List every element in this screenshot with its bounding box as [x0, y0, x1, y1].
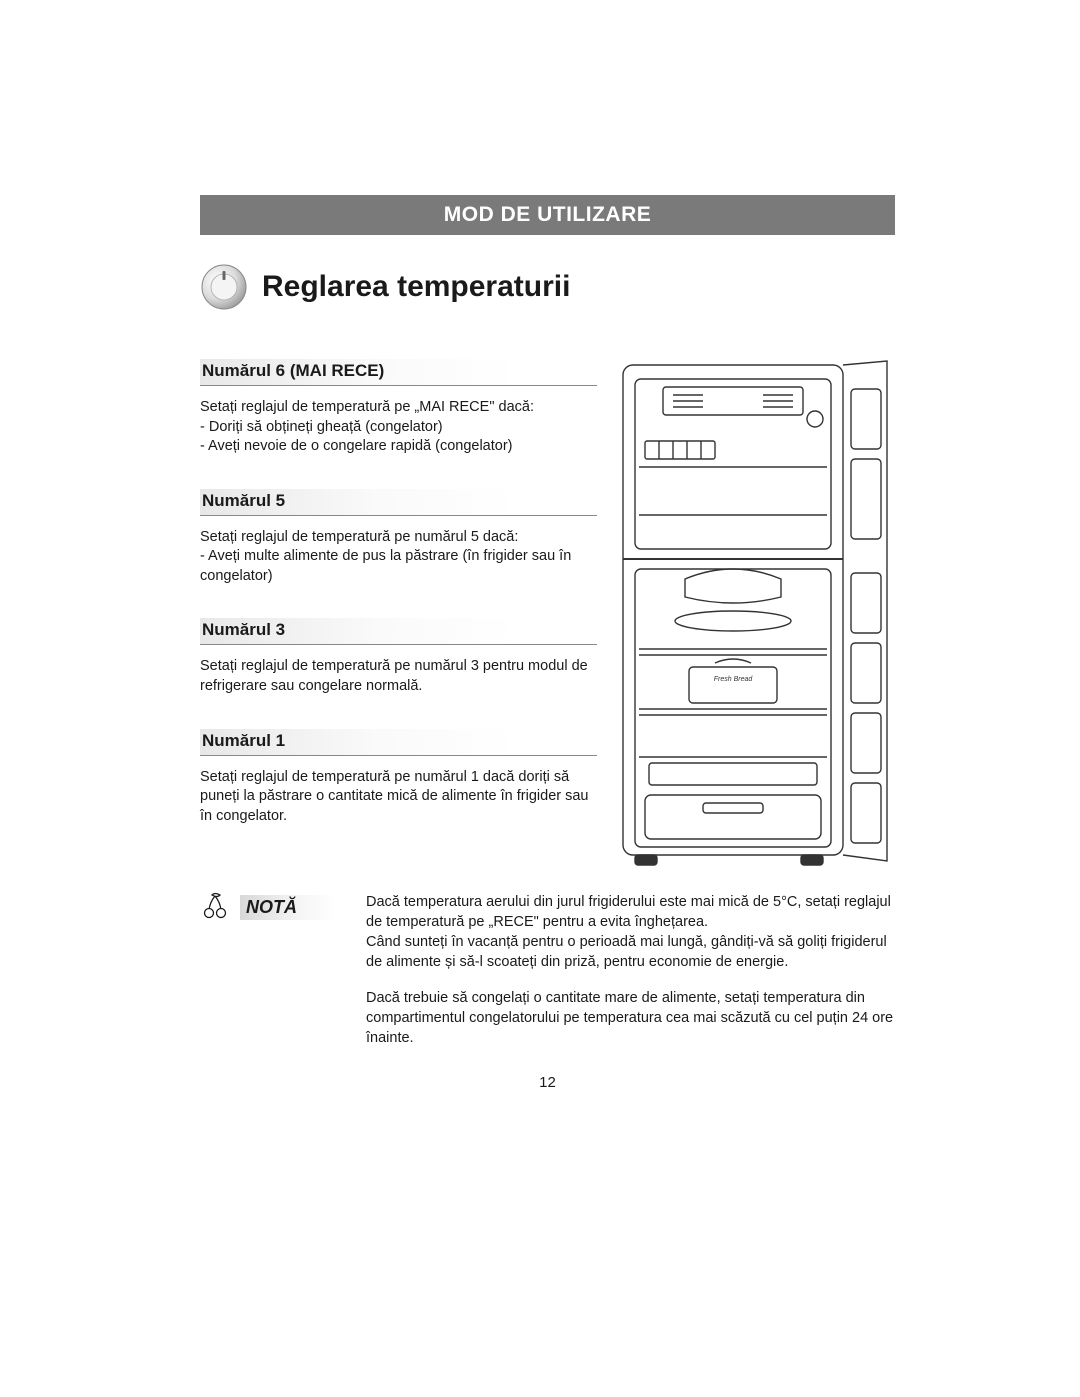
section-heading: Numărul 1: [200, 729, 597, 756]
section-3: Numărul 3 Setați reglajul de temperatură…: [200, 618, 597, 696]
refrigerator-illustration: Fresh Bread: [615, 359, 895, 869]
section-1: Numărul 1 Setați reglajul de temperatură…: [200, 729, 597, 827]
note-label: NOTĂ: [240, 895, 337, 920]
dial-icon: [200, 263, 248, 311]
section-5: Numărul 5 Setați reglajul de temperatură…: [200, 489, 597, 587]
note-body: Dacă temperatura aerului din jurul frigi…: [366, 892, 895, 1048]
section-body: Setați reglajul de temperatură pe număru…: [200, 768, 597, 827]
section-body: Setați reglajul de temperatură pe număru…: [200, 528, 597, 587]
section-6: Numărul 6 (MAI RECE) Setați reglajul de …: [200, 359, 597, 457]
note-paragraph: Dacă temperatura aerului din jurul frigi…: [366, 892, 895, 972]
cherry-icon: [200, 892, 230, 922]
section-heading: Numărul 3: [200, 618, 597, 645]
manual-page: MOD DE UTILIZARE Reglarea temperaturii N…: [0, 0, 1080, 1151]
content-row: Numărul 6 (MAI RECE) Setați reglajul de …: [200, 359, 895, 874]
illustration-column: Fresh Bread: [615, 359, 895, 874]
section-body: Setați reglajul de temperatură pe „MAI R…: [200, 398, 597, 457]
section-heading: Numărul 5: [200, 489, 597, 516]
page-number: 12: [200, 1074, 895, 1091]
svg-text:Fresh Bread: Fresh Bread: [714, 676, 754, 683]
note-row: NOTĂ Dacă temperatura aerului din jurul …: [200, 892, 895, 1048]
section-heading: Numărul 6 (MAI RECE): [200, 359, 597, 386]
sections-column: Numărul 6 (MAI RECE) Setați reglajul de …: [200, 359, 597, 836]
header-bar: MOD DE UTILIZARE: [200, 195, 895, 235]
note-label-wrap: NOTĂ: [200, 892, 350, 922]
note-paragraph: Dacă trebuie să congelați o cantitate ma…: [366, 988, 895, 1048]
section-body: Setați reglajul de temperatură pe număru…: [200, 657, 597, 696]
title-row: Reglarea temperaturii: [200, 263, 895, 311]
page-title: Reglarea temperaturii: [262, 270, 570, 304]
header-title: MOD DE UTILIZARE: [444, 203, 652, 226]
